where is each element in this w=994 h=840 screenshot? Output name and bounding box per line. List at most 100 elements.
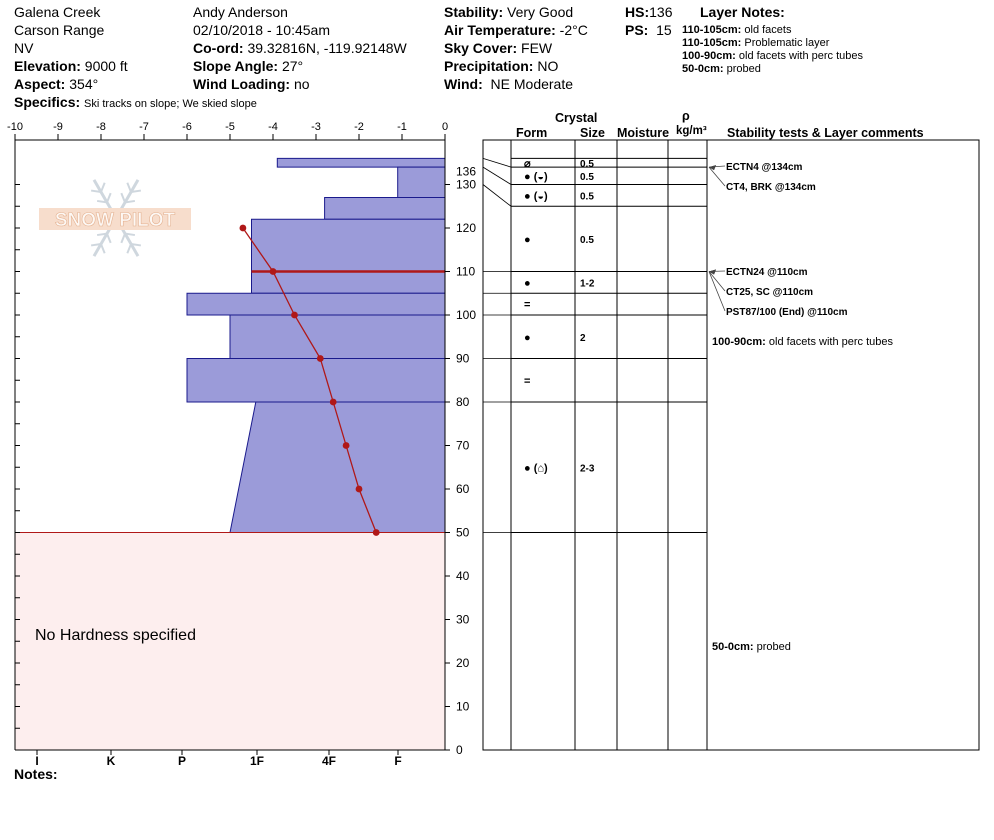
hardness-layer	[397, 166, 446, 199]
layer-note-text: old facets with perc tubes	[738, 50, 864, 62]
form-header: Form	[516, 126, 548, 140]
wind-loading-label: Wind Loading:	[193, 76, 291, 92]
hardness-axis-label: 4F	[322, 754, 336, 768]
ps-label: PS:	[625, 22, 649, 38]
coordinates: Co-ord: 39.32816N, -119.92148W	[193, 40, 407, 56]
hardness-axis-label: F	[394, 754, 401, 768]
hardness-layer	[186, 292, 446, 316]
hardness-axis-label: P	[178, 754, 186, 768]
stability-comments-header: Stability tests & Layer comments	[727, 126, 924, 140]
snow-height: HS:136	[625, 4, 672, 20]
crystal-form: ● (◒)	[524, 171, 548, 183]
temperature-point	[269, 268, 277, 275]
stability-test-label: CT4, BRK @134cm	[726, 182, 816, 193]
snowpilot-logo-text: SNOW PILOT	[55, 210, 176, 231]
temp-tick-label: -2	[354, 121, 364, 133]
specifics: Specifics: Ski tracks on slope; We skied…	[14, 94, 257, 111]
layer-note-range: 50-0cm:	[682, 63, 724, 75]
depth-tick-label: 60	[456, 482, 470, 496]
location-name: Galena Creek	[14, 4, 101, 20]
layer-comment: 100-90cm: old facets with perc tubes	[712, 336, 894, 348]
stability-test-arrowhead	[709, 269, 716, 275]
air-temp-label: Air Temperature:	[444, 22, 556, 38]
crystal-form: ⌀	[524, 158, 531, 170]
temperature-point	[291, 311, 298, 319]
hardness-layer	[186, 358, 446, 403]
wind-label: Wind:	[444, 76, 483, 92]
no-hardness-label: No Hardness specified	[35, 627, 196, 644]
temperature-line	[242, 227, 377, 533]
crystal-size: 0.5	[580, 191, 594, 202]
precipitation: Precipitation: NO	[444, 58, 558, 74]
temp-tick-label: -1	[397, 121, 407, 133]
layer-note-text: Problematic layer	[744, 37, 830, 49]
depth-top-label: 136	[456, 164, 476, 178]
wind-loading: Wind Loading: no	[193, 76, 310, 92]
precip-label: Precipitation:	[444, 58, 534, 74]
hardness-layer	[229, 314, 446, 359]
observation-datetime: 02/10/2018 - 10:45am	[193, 22, 330, 38]
depth-tick-label: 120	[456, 221, 476, 235]
sky-value: FEW	[521, 40, 553, 56]
crystal-form: =	[524, 375, 530, 387]
layer-note-text: old facets	[744, 24, 792, 36]
hardness-layer	[324, 197, 446, 220]
layer-note-range: 110-105cm:	[682, 24, 742, 36]
moisture-header: Moisture	[617, 126, 670, 140]
temp-tick-label: -5	[225, 121, 235, 133]
depth-tick-label: 50	[456, 526, 470, 540]
snowpilot-logo	[39, 179, 191, 257]
slope-value: 27°	[281, 58, 304, 74]
notes-label: Notes:	[14, 766, 58, 782]
crystal-size: 0.5	[580, 172, 594, 183]
elevation: Elevation: 9000 ft	[14, 58, 128, 74]
slope-label: Slope Angle:	[193, 58, 279, 74]
aspect-value: 354°	[69, 76, 99, 92]
depth-tick-label: 80	[456, 395, 470, 409]
layer-note-range: 100-90cm:	[682, 50, 736, 62]
specifics-label: Specifics:	[14, 94, 81, 110]
depth-tick-label: 10	[456, 700, 470, 714]
hardness-layer	[276, 157, 446, 168]
hardness-axis-label: 1F	[250, 754, 264, 768]
density-header: kg/m³	[676, 125, 707, 137]
size-header: Size	[580, 126, 606, 140]
stability-test-arrow	[708, 271, 726, 292]
no-hardness-region	[15, 532, 445, 750]
crystal-size: 0.5	[580, 159, 594, 170]
layer-note: 110-105cm: Problematic layer	[682, 37, 829, 50]
crystal-size: 1-2	[580, 278, 595, 289]
precip-value: NO	[537, 58, 559, 74]
depth-tick-label: 30	[456, 613, 470, 627]
hardness-axis-label: I	[35, 754, 38, 768]
layer-note: 100-90cm: old facets with perc tubes	[682, 50, 863, 63]
wind-value: NE Moderate	[490, 76, 574, 92]
depth-tick-label: 20	[456, 656, 470, 670]
depth-connector	[482, 166, 512, 185]
crystal-size: 0.5	[580, 235, 594, 246]
air-temp-value: -2°C	[559, 22, 588, 38]
crystal-size: 2-3	[580, 463, 595, 474]
aspect: Aspect: 354°	[14, 76, 98, 92]
layer-comment: 50-0cm: probed	[712, 641, 791, 653]
rho-header: ρ	[682, 109, 690, 123]
temp-tick-label: -6	[182, 121, 192, 133]
stability: Stability: Very Good	[444, 4, 573, 20]
layer-note-text: probed	[726, 63, 761, 75]
temp-tick-label: 0	[442, 121, 448, 133]
crystal-form: =	[524, 299, 530, 311]
coord-label: Co-ord:	[193, 40, 244, 56]
sky-cover: Sky Cover: FEW	[444, 40, 552, 56]
stability-test-label: ECTN24 @110cm	[726, 267, 808, 278]
depth-tick-label: 110	[456, 265, 475, 279]
stability-test-label: CT25, SC @110cm	[726, 287, 813, 298]
wind-loading-value: no	[293, 76, 310, 92]
crystal-form: ● (⌂)	[524, 462, 548, 474]
layer-note-range: 110-105cm:	[682, 37, 742, 49]
temperature-point	[316, 355, 324, 362]
range-name: Carson Range	[14, 22, 105, 38]
depth-tick-label: 90	[456, 352, 470, 366]
depth-tick-label: 100	[456, 308, 476, 322]
stability-value: Very Good	[507, 4, 574, 20]
